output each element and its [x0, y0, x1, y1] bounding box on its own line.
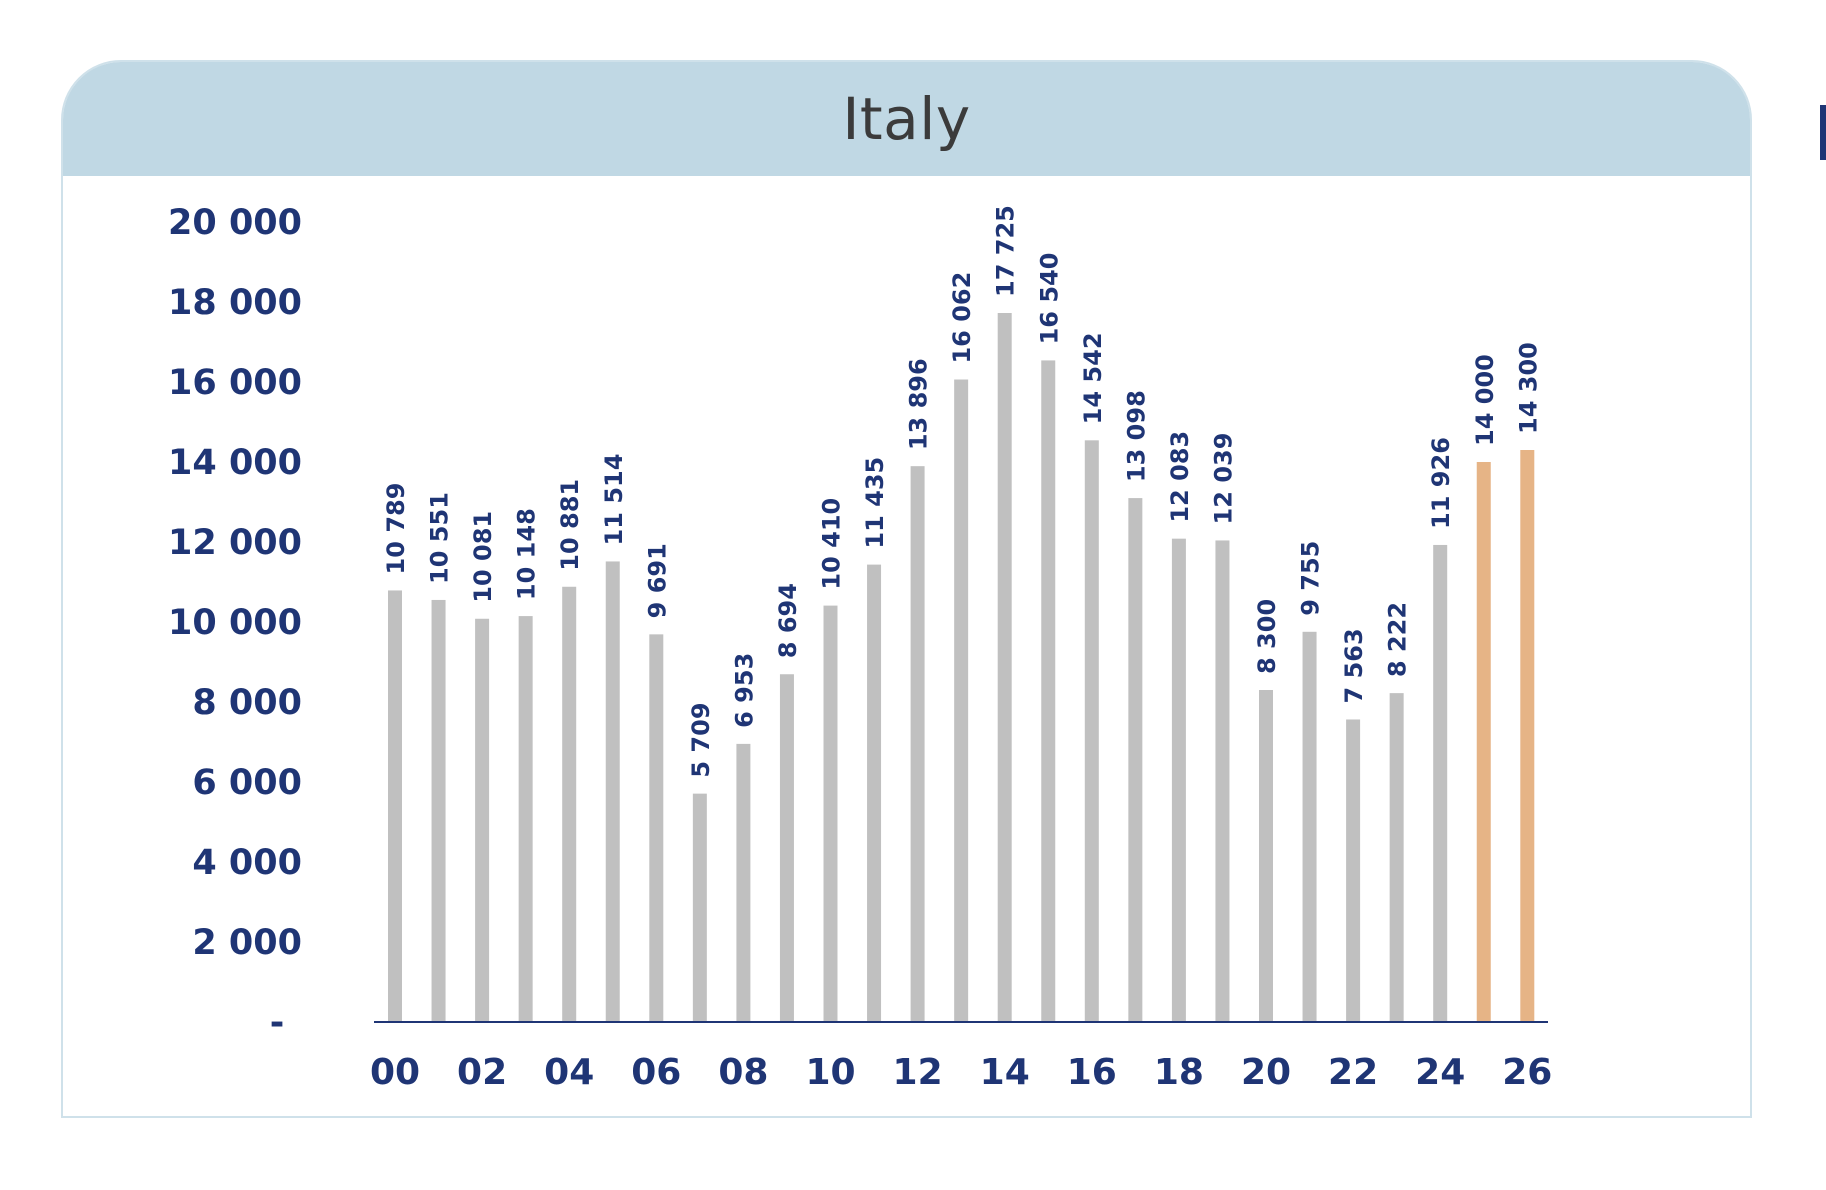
- bar-value-label: 7 563: [1340, 628, 1368, 703]
- x-tick-label: 04: [544, 1052, 594, 1093]
- bar-value-label: 16 540: [1035, 253, 1063, 345]
- bar-value-label: 14 542: [1079, 332, 1107, 424]
- panel-header: Italy: [63, 62, 1750, 176]
- bar: [692, 793, 707, 1022]
- y-tick-label: 8 000: [192, 683, 302, 723]
- bar: [954, 379, 969, 1022]
- bar-value-label: 10 148: [513, 508, 541, 600]
- bar: [1259, 690, 1273, 1022]
- bar: [1215, 540, 1230, 1022]
- x-tick-label: 00: [370, 1052, 420, 1093]
- bar-value-label: 10 881: [556, 479, 584, 571]
- x-tick-label: 18: [1154, 1052, 1204, 1093]
- y-tick-label: 14 000: [168, 443, 302, 483]
- bar-value-label: 13 098: [1122, 390, 1150, 482]
- x-tick-label: 14: [980, 1052, 1030, 1093]
- x-axis-ticks: 00 02 04 06 08 10 12 14 16 18 20 22 24 26: [370, 1052, 1552, 1093]
- bar: [649, 634, 664, 1022]
- bar-value-label: 16 062: [948, 272, 976, 364]
- bar-value-label: 10 410: [818, 498, 846, 590]
- bar: [475, 618, 490, 1022]
- x-tick-label: 16: [1067, 1052, 1117, 1093]
- bar: [779, 674, 794, 1022]
- bar: [910, 466, 925, 1022]
- bar-value-label: 8 222: [1384, 602, 1412, 677]
- x-tick-label: 24: [1415, 1052, 1465, 1093]
- x-tick-label: 06: [631, 1052, 681, 1093]
- bar-value-label: 9 755: [1297, 541, 1325, 616]
- bar: [562, 586, 577, 1022]
- bar-value-label: 10 789: [382, 483, 410, 575]
- y-tick-label: 10 000: [168, 603, 302, 643]
- bar-value-label: 8 694: [774, 583, 802, 658]
- x-tick-label: 08: [718, 1052, 768, 1093]
- bar-value-label: 12 083: [1166, 431, 1194, 523]
- bar-value-label: 10 551: [426, 492, 454, 584]
- bar-value-label: 11 435: [861, 457, 889, 549]
- bar: [1302, 631, 1317, 1022]
- bar: [1476, 462, 1491, 1022]
- x-tick-label: 02: [457, 1052, 507, 1093]
- y-tick-label: 18 000: [168, 283, 302, 323]
- bar-value-label: 14 000: [1471, 354, 1499, 446]
- bar-value-label: 17 725: [992, 205, 1020, 297]
- bar-value-label: 12 039: [1209, 433, 1237, 525]
- bar-value-label: 11 926: [1427, 437, 1455, 529]
- bar: [1128, 498, 1143, 1023]
- bar: [388, 590, 402, 1022]
- bar: [823, 605, 838, 1022]
- bar: [431, 599, 446, 1022]
- bar: [1171, 538, 1186, 1022]
- bar: [1389, 693, 1404, 1022]
- bar: [1084, 440, 1099, 1022]
- bar: [518, 616, 533, 1022]
- bar: [1520, 450, 1535, 1022]
- edge-marker: [1820, 105, 1826, 160]
- bar: [1041, 360, 1056, 1022]
- y-tick-label: 4 000: [192, 843, 302, 883]
- bar-value-label: 11 514: [600, 454, 628, 546]
- bar-value-label: 14 300: [1514, 342, 1542, 434]
- bar-value-label: 8 300: [1253, 599, 1281, 674]
- bar-value-label: 9 691: [643, 543, 671, 618]
- bar-value-label: 6 953: [730, 653, 758, 728]
- x-tick-label: 22: [1328, 1052, 1378, 1093]
- bar: [1433, 544, 1448, 1022]
- x-tick-label: 12: [893, 1052, 943, 1093]
- bar-value-label: 10 081: [469, 511, 497, 603]
- data-labels: 10 789 10 551 10 081 10 148 10 881 11 514 9 69…: [382, 205, 1542, 777]
- y-tick-label: 6 000: [192, 763, 302, 803]
- y-axis-ticks: - 2 000 4 000 6 000 8 000 10 000 12 000 14 000 1…: [168, 203, 302, 1043]
- y-tick-label: -: [270, 1003, 285, 1043]
- bar: [997, 313, 1012, 1022]
- bar-value-label: 13 896: [905, 358, 933, 450]
- y-tick-label: 12 000: [168, 523, 302, 563]
- x-tick-label: 20: [1241, 1052, 1291, 1093]
- chart-title: Italy: [842, 85, 971, 153]
- chart-panel: Italy: [61, 60, 1752, 1118]
- bars: [388, 313, 1535, 1023]
- x-tick-label: 26: [1502, 1052, 1552, 1093]
- y-tick-label: 2 000: [192, 923, 302, 963]
- bar: [1346, 719, 1361, 1022]
- bar: [605, 561, 620, 1022]
- bar-value-label: 5 709: [687, 702, 715, 777]
- x-tick-label: 10: [805, 1052, 855, 1093]
- bar: [736, 743, 751, 1022]
- bar: [867, 564, 882, 1022]
- y-tick-label: 20 000: [168, 203, 302, 243]
- y-tick-label: 16 000: [168, 363, 302, 403]
